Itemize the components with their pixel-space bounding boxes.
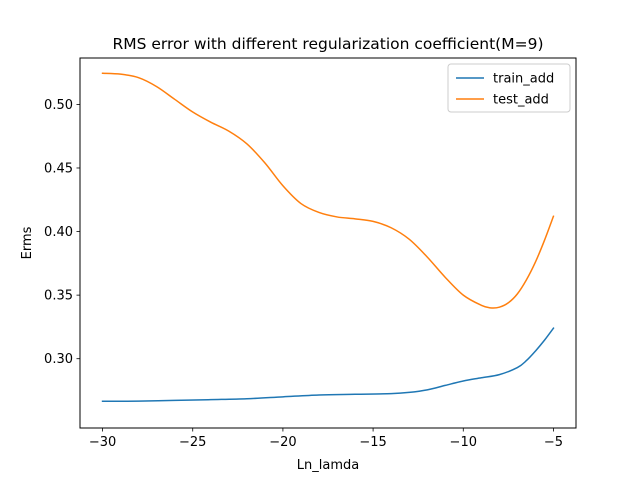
legend-frame bbox=[447, 63, 571, 113]
y-tick-label: 0.40 bbox=[44, 225, 73, 240]
axes-frame bbox=[79, 57, 577, 429]
x-tick-label: −30 bbox=[89, 435, 116, 450]
x-axis-label: Ln_lamda bbox=[297, 458, 359, 473]
x-tick-label: −25 bbox=[179, 435, 206, 450]
x-tick-label: −10 bbox=[450, 435, 477, 450]
y-tick-label: 0.30 bbox=[44, 352, 73, 367]
x-tick-label: −15 bbox=[359, 435, 386, 450]
y-tick-label: 0.35 bbox=[44, 289, 73, 304]
legend: train_add test_add bbox=[447, 63, 571, 113]
y-tick-label: 0.50 bbox=[44, 98, 73, 113]
x-tick-label: −5 bbox=[544, 435, 563, 450]
series-line-test-add bbox=[101, 72, 555, 309]
y-axis: 0.30 0.35 0.40 0.45 0.50 bbox=[44, 98, 80, 367]
legend-label: test_add bbox=[493, 93, 549, 108]
series-line-train-add bbox=[101, 327, 555, 403]
y-tick-label: 0.45 bbox=[44, 161, 73, 176]
x-axis: −30 −25 −20 −15 −10 −5 bbox=[89, 428, 563, 450]
chart-title: RMS error with different regularization … bbox=[112, 35, 543, 53]
legend-label: train_add bbox=[493, 72, 554, 87]
x-tick-label: −20 bbox=[269, 435, 296, 450]
y-axis-label: Erms bbox=[20, 226, 35, 259]
plot-area bbox=[101, 72, 555, 403]
